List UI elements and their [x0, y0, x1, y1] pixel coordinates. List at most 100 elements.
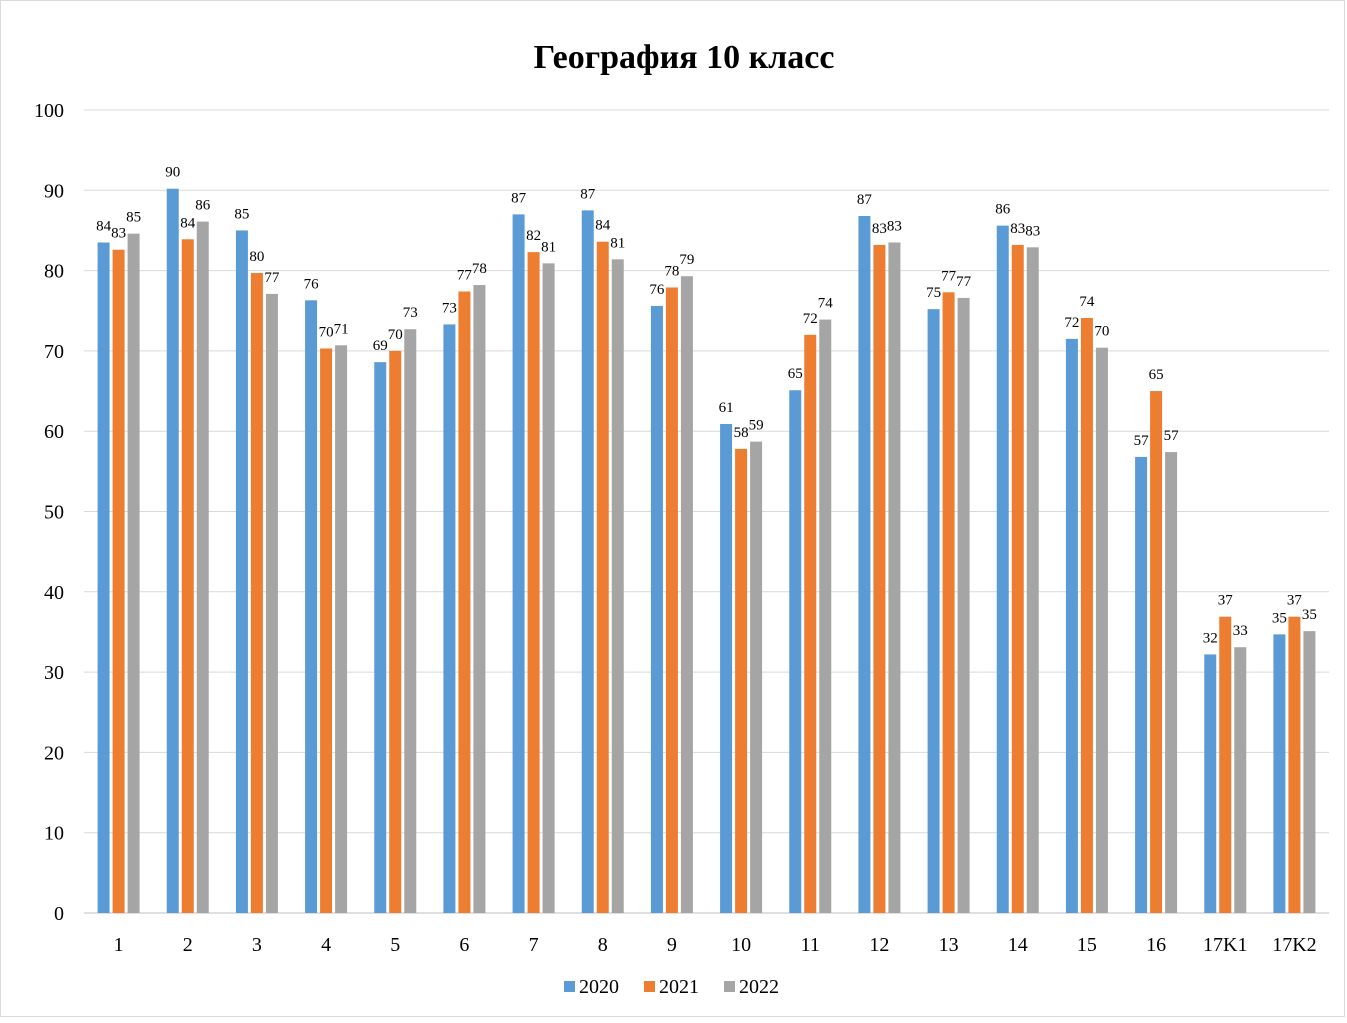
bar — [1026, 247, 1039, 914]
legend-swatch — [644, 981, 655, 992]
data-label: 87 — [580, 186, 596, 202]
data-label: 77 — [457, 267, 473, 283]
y-tick-label: 20 — [44, 742, 64, 764]
legend-item: 2020 — [564, 976, 619, 998]
data-label: 85 — [126, 210, 141, 226]
bar — [1065, 338, 1078, 914]
bar — [873, 244, 886, 914]
legend-item: 2022 — [724, 976, 779, 998]
data-label: 80 — [249, 249, 264, 265]
bar — [942, 292, 955, 913]
data-label: 83 — [887, 218, 902, 234]
bar — [335, 345, 348, 913]
x-axis: 1 2 3 4 5 6 7 8 9 10 11 12 13 14 15 16 17K1 17K2 — [114, 934, 1317, 956]
data-label: 84 — [180, 215, 196, 231]
y-tick-label: 70 — [44, 341, 64, 363]
gridlines — [84, 109, 1329, 914]
legend-label: 2022 — [739, 976, 779, 998]
data-label: 72 — [1064, 315, 1079, 331]
bar — [1219, 616, 1232, 913]
bar — [650, 305, 663, 913]
bar — [596, 241, 609, 913]
bar — [1135, 456, 1148, 913]
bar — [1011, 244, 1024, 914]
data-label: 35 — [1302, 607, 1317, 623]
data-label: 86 — [195, 198, 211, 214]
data-label: 81 — [541, 239, 556, 255]
data-label: 32 — [1203, 630, 1218, 646]
bar — [750, 441, 763, 913]
bar — [112, 249, 125, 914]
bar — [1165, 452, 1178, 913]
data-label: 73 — [442, 300, 457, 316]
bar — [374, 362, 387, 914]
x-tick-label: 14 — [1008, 934, 1028, 956]
y-tick-label: 100 — [34, 100, 64, 122]
bar — [735, 448, 748, 913]
data-label: 83 — [872, 221, 887, 237]
bar — [1273, 634, 1286, 913]
data-label: 83 — [111, 226, 126, 242]
y-tick-label: 10 — [44, 823, 64, 845]
legend-item: 2021 — [644, 976, 699, 998]
bar — [265, 293, 278, 914]
data-label: 78 — [664, 263, 679, 279]
data-label: 57 — [1134, 433, 1150, 449]
data-label: 70 — [388, 327, 403, 343]
data-label: 83 — [1025, 223, 1040, 239]
bar — [512, 214, 525, 913]
data-label: 59 — [749, 418, 764, 434]
data-label: 57 — [1164, 428, 1180, 444]
bars — [97, 188, 1316, 914]
bar — [320, 348, 333, 914]
data-label: 84 — [595, 218, 611, 234]
data-label: 61 — [719, 400, 734, 416]
data-label: 83 — [1010, 221, 1025, 237]
bar — [443, 324, 456, 913]
x-tick-label: 4 — [321, 934, 331, 956]
data-label: 69 — [373, 338, 388, 354]
bar — [527, 252, 540, 914]
bar — [1150, 391, 1163, 913]
bar — [804, 334, 817, 914]
x-tick-label: 17K2 — [1272, 934, 1316, 956]
bar — [1288, 616, 1301, 913]
x-tick-label: 16 — [1146, 934, 1166, 956]
x-tick-label: 13 — [939, 934, 959, 956]
data-label: 82 — [526, 228, 541, 244]
x-tick-label: 10 — [731, 934, 751, 956]
bar — [720, 423, 733, 913]
bar — [858, 215, 871, 914]
bar — [97, 242, 110, 913]
data-label: 71 — [334, 321, 349, 337]
data-label: 73 — [403, 305, 418, 321]
data-label: 35 — [1272, 610, 1287, 626]
data-label: 77 — [941, 268, 957, 284]
bar — [927, 309, 940, 913]
y-tick-label: 60 — [44, 421, 64, 443]
x-tick-label: 3 — [252, 934, 262, 956]
data-label: 87 — [511, 190, 527, 206]
bar — [235, 230, 248, 913]
legend-swatch — [724, 981, 735, 992]
x-tick-label: 12 — [869, 934, 889, 956]
bar — [996, 225, 1009, 913]
bar — [127, 233, 140, 914]
data-label: 79 — [679, 252, 694, 268]
x-tick-label: 6 — [459, 934, 469, 956]
bar — [1204, 654, 1217, 913]
data-label: 74 — [1079, 294, 1095, 310]
data-label: 33 — [1233, 623, 1248, 639]
bar — [957, 297, 970, 914]
bar — [1234, 647, 1247, 913]
data-label: 90 — [165, 165, 180, 181]
bar — [305, 300, 318, 913]
bar — [1303, 631, 1316, 913]
data-label: 58 — [734, 425, 749, 441]
bar — [250, 273, 263, 913]
x-tick-label: 11 — [801, 934, 820, 956]
bar — [166, 188, 179, 914]
legend-label: 2021 — [659, 976, 699, 998]
